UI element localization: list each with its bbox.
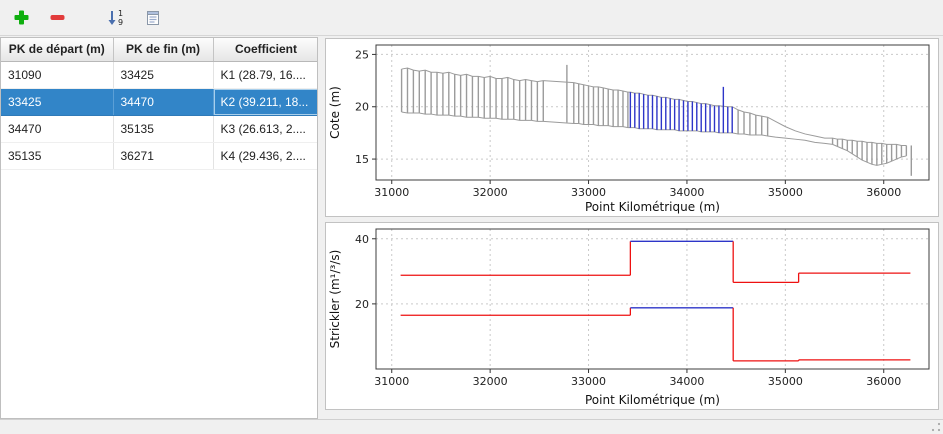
cell-coefficient: K3 (26.613, 2....	[213, 115, 317, 143]
add-line-button[interactable]	[8, 5, 34, 31]
svg-text:Cote (m): Cote (m)	[328, 86, 342, 139]
plus-icon	[14, 10, 28, 25]
col-header-pk-fin[interactable]: PK de fin (m)	[113, 38, 214, 62]
svg-text:9: 9	[118, 18, 123, 27]
cell-coefficient: K1 (28.79, 16....	[213, 61, 317, 89]
cell-coefficient: K2 (39.211, 18...	[213, 88, 317, 116]
coefficients-table-panel: PK de départ (m) PK de fin (m) Coefficie…	[0, 37, 318, 419]
panel-splitter[interactable]	[318, 37, 322, 419]
svg-text:33000: 33000	[571, 186, 606, 199]
report-button[interactable]	[140, 5, 166, 31]
table-row[interactable]: 35135 36271 K4 (29.436, 2....	[1, 142, 317, 170]
svg-text:40: 40	[355, 233, 369, 246]
table-row[interactable]: 34470 35135 K3 (26.613, 2....	[1, 115, 317, 143]
strickler-chart-svg: 31000 32000 33000 34000 35000 36000 20 40 Point …	[328, 228, 930, 407]
svg-text:32000: 32000	[473, 186, 508, 199]
svg-text:Strickler (m¹/³/s): Strickler (m¹/³/s)	[328, 250, 342, 349]
svg-text:20: 20	[355, 101, 369, 114]
svg-text:20: 20	[355, 298, 369, 311]
svg-text:Point Kilométrique (m): Point Kilométrique (m)	[585, 393, 720, 407]
svg-text:Point Kilométrique (m): Point Kilométrique (m)	[585, 200, 720, 214]
svg-text:35000: 35000	[768, 375, 803, 388]
col-header-coefficient[interactable]: Coefficient	[213, 38, 317, 62]
cell-pk-depart: 35135	[1, 142, 114, 170]
cell-coefficient: K4 (29.436, 2....	[213, 142, 317, 170]
cell-pk-fin: 35135	[113, 115, 214, 143]
toolbar: 1 9	[0, 0, 943, 36]
svg-text:15: 15	[355, 153, 369, 166]
cell-pk-depart: 33425	[1, 88, 114, 116]
cell-pk-fin: 36271	[113, 142, 214, 170]
main-area: PK de départ (m) PK de fin (m) Coefficie…	[0, 37, 943, 419]
col-header-pk-depart[interactable]: PK de départ (m)	[1, 38, 114, 62]
remove-line-button[interactable]	[44, 5, 70, 31]
svg-text:31000: 31000	[374, 375, 409, 388]
report-icon	[147, 10, 159, 25]
status-bar	[0, 419, 943, 434]
svg-text:31000: 31000	[374, 186, 409, 199]
svg-text:34000: 34000	[669, 375, 704, 388]
sort-numeric-icon: 1 9	[108, 9, 123, 27]
cell-pk-depart: 34470	[1, 115, 114, 143]
svg-text:25: 25	[355, 48, 369, 61]
charts-panel: 31000 32000 33000 34000 35000 36000 15 20 25 Poin…	[322, 37, 943, 419]
resize-grip[interactable]	[929, 420, 942, 433]
cote-profile-chart: 31000 32000 33000 34000 35000 36000 15 20 25 Poin…	[325, 38, 939, 217]
cell-pk-depart: 31090	[1, 61, 114, 89]
svg-text:1: 1	[118, 9, 123, 18]
table-header-row: PK de départ (m) PK de fin (m) Coefficie…	[1, 38, 317, 62]
svg-text:33000: 33000	[571, 375, 606, 388]
svg-text:34000: 34000	[669, 186, 704, 199]
strickler-chart: 31000 32000 33000 34000 35000 36000 20 40 Point …	[325, 222, 939, 410]
table-row-selected[interactable]: 33425 34470 K2 (39.211, 18...	[1, 88, 317, 116]
minus-icon	[50, 15, 64, 20]
cell-pk-fin: 33425	[113, 61, 214, 89]
svg-text:32000: 32000	[473, 375, 508, 388]
svg-text:35000: 35000	[768, 186, 803, 199]
coefficients-table: PK de départ (m) PK de fin (m) Coefficie…	[1, 38, 317, 170]
sort-numeric-button[interactable]: 1 9	[102, 5, 128, 31]
table-row[interactable]: 31090 33425 K1 (28.79, 16....	[1, 61, 317, 89]
svg-text:36000: 36000	[866, 375, 901, 388]
cote-profile-chart-svg: 31000 32000 33000 34000 35000 36000 15 20 25 Poin…	[328, 44, 930, 214]
svg-text:36000: 36000	[866, 186, 901, 199]
cell-pk-fin: 34470	[113, 88, 214, 116]
